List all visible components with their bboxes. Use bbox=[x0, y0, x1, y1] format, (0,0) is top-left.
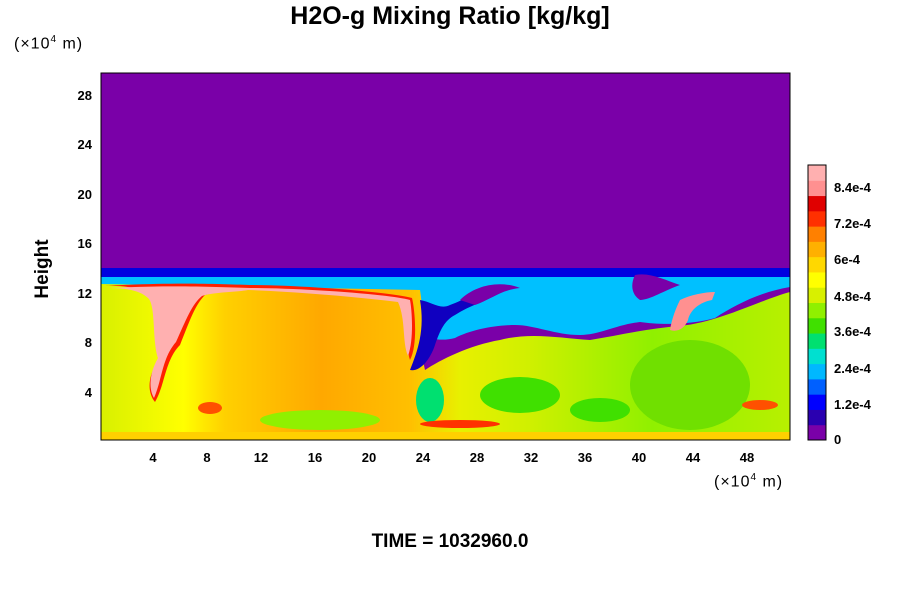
colorbar-swatch bbox=[808, 226, 826, 242]
plot-frame bbox=[100, 72, 791, 441]
x-tick-label: 8 bbox=[203, 450, 211, 465]
x-axis-unit: (×104 m) bbox=[714, 472, 784, 491]
colorbar-tick-label: 2.4e-4 bbox=[834, 361, 871, 376]
colorbar-frame bbox=[807, 164, 827, 441]
colorbar-swatch bbox=[808, 424, 826, 441]
colorbar-swatch bbox=[808, 165, 826, 181]
y-tick-label: 28 bbox=[77, 88, 92, 103]
colorbar-tick-label: 8.4e-4 bbox=[834, 180, 871, 195]
y-tick-label: 24 bbox=[77, 137, 92, 152]
colorbar-swatch bbox=[808, 180, 826, 197]
y-tick-label: 12 bbox=[77, 286, 92, 301]
x-tick-label: 24 bbox=[415, 450, 431, 465]
colorbar-swatch bbox=[808, 195, 826, 212]
colorbar-tick-label: 6e-4 bbox=[834, 252, 861, 267]
colorbar-swatch bbox=[808, 333, 826, 349]
colorbar-swatch bbox=[808, 348, 826, 365]
x-tick-label: 36 bbox=[577, 450, 593, 465]
colorbar-swatch bbox=[808, 210, 826, 227]
x-tick-label: 4 bbox=[149, 450, 157, 465]
y-tick-label: 4 bbox=[84, 385, 92, 400]
colorbar-tick-label: 4.8e-4 bbox=[834, 289, 871, 304]
colorbar-swatch bbox=[808, 317, 826, 334]
x-tick-label: 32 bbox=[523, 450, 539, 465]
colorbar-swatch bbox=[808, 409, 826, 426]
x-tick-label: 12 bbox=[253, 450, 269, 465]
heatmap-field bbox=[101, 73, 790, 440]
x-tick-label: 20 bbox=[361, 450, 377, 465]
y-axis-unit: (×104 m) bbox=[14, 34, 84, 53]
colorbar-swatch bbox=[808, 241, 826, 258]
colorbar-swatch bbox=[808, 302, 826, 319]
x-tick-label: 44 bbox=[685, 450, 701, 465]
y-tick-label: 8 bbox=[84, 335, 92, 350]
x-tick-label: 16 bbox=[307, 450, 323, 465]
colorbar-swatch bbox=[808, 256, 826, 273]
colorbar-tick-label: 3.6e-4 bbox=[834, 324, 871, 339]
colorbar-tick-label: 0 bbox=[834, 432, 842, 447]
colorbar bbox=[807, 164, 827, 441]
chart-title: H2O-g Mixing Ratio [kg/kg] bbox=[290, 2, 610, 30]
colorbar-swatch bbox=[808, 287, 826, 303]
colorbar-swatch bbox=[808, 378, 826, 395]
x-tick-label: 40 bbox=[631, 450, 647, 465]
time-label: TIME = 1032960.0 bbox=[371, 531, 529, 552]
colorbar-tick-label: 1.2e-4 bbox=[834, 397, 871, 412]
x-tick-label: 48 bbox=[739, 450, 755, 465]
x-tick-label: 28 bbox=[469, 450, 485, 465]
colorbar-swatch bbox=[808, 271, 826, 288]
colorbar-tick-label: 7.2e-4 bbox=[834, 216, 871, 231]
y-tick-label: 20 bbox=[77, 187, 92, 202]
y-tick-label: 16 bbox=[77, 236, 92, 251]
colorbar-swatch bbox=[808, 394, 826, 410]
colorbar-swatch bbox=[808, 363, 826, 380]
